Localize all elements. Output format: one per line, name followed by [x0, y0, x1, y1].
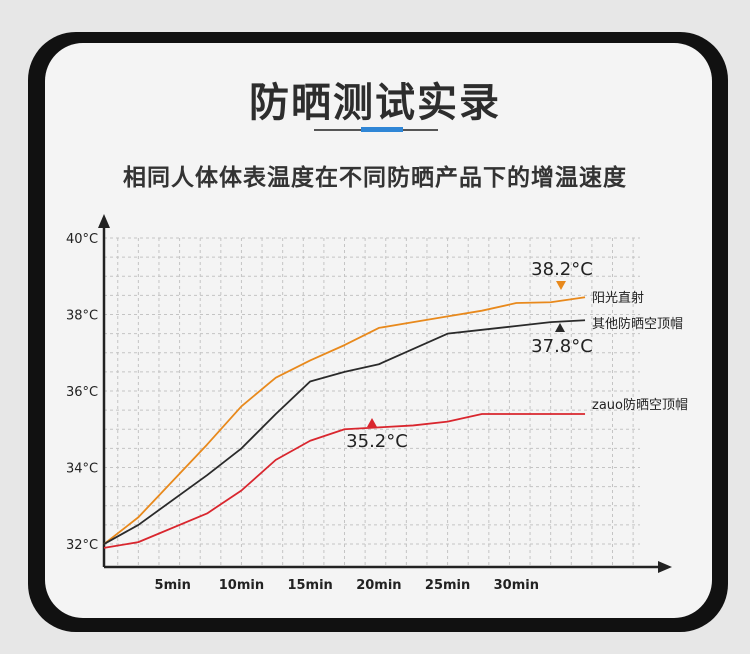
series-line	[103, 296, 586, 545]
x-tick-label: 15min	[287, 578, 332, 593]
series-label: 其他防晒空顶帽	[592, 316, 683, 332]
series-label: zauo防晒空顶帽	[592, 397, 688, 413]
up-triangle-marker	[367, 418, 377, 427]
x-tick-label: 10min	[219, 578, 264, 593]
title-accent	[361, 127, 403, 132]
x-tick-label: 5min	[155, 578, 191, 593]
card-panel	[45, 43, 712, 618]
x-tick-label: 30min	[494, 578, 539, 593]
y-axis-arrow	[98, 214, 110, 228]
chart-subtitle: 相同人体体表温度在不同防晒产品下的增温速度	[123, 165, 627, 191]
y-tick-label: 38°C	[66, 309, 98, 324]
down-triangle-marker	[556, 281, 566, 290]
y-tick-label: 40°C	[66, 232, 98, 247]
x-axis-arrow	[658, 561, 672, 573]
series-line	[103, 319, 586, 545]
series-label: 阳光直射	[592, 290, 644, 306]
page-title: 防晒测试实录	[249, 80, 501, 126]
y-tick-label: 36°C	[66, 385, 98, 400]
y-tick-label: 32°C	[66, 538, 98, 553]
up-triangle-marker	[555, 323, 565, 332]
x-tick-label: 20min	[356, 578, 401, 593]
annotation-label: 37.8°C	[531, 336, 593, 357]
x-tick-label: 25min	[425, 578, 470, 593]
annotation-label: 38.2°C	[531, 259, 593, 280]
annotation-label: 35.2°C	[346, 431, 408, 452]
y-tick-label: 34°C	[66, 462, 98, 477]
series-line	[103, 413, 586, 549]
